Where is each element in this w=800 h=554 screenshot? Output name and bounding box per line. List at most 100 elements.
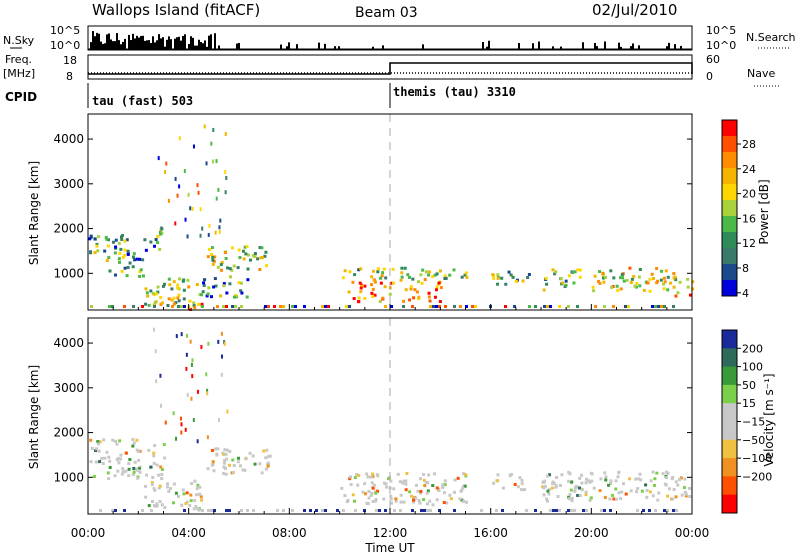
range-cell xyxy=(128,261,132,265)
range-cell xyxy=(369,493,373,497)
nsky-bar xyxy=(140,35,142,49)
range-cell xyxy=(258,462,262,466)
range-cell xyxy=(116,469,120,473)
range-cell xyxy=(427,291,431,295)
range-cell xyxy=(686,285,690,289)
range-cell xyxy=(153,488,157,492)
range-cell xyxy=(672,305,675,308)
range-cell xyxy=(246,278,250,282)
nsky-bar xyxy=(582,42,584,49)
range-cell xyxy=(636,509,639,512)
range-cell xyxy=(137,458,141,462)
range-cell xyxy=(175,436,178,441)
range-cell xyxy=(401,481,405,485)
range-cell xyxy=(232,264,236,268)
range-cell xyxy=(143,238,147,242)
range-cell xyxy=(264,250,268,254)
range-cell xyxy=(105,450,109,454)
range-cell xyxy=(144,248,148,252)
range-cell xyxy=(556,495,560,499)
range-cell xyxy=(206,435,209,440)
range-cell xyxy=(518,476,522,480)
range-cell xyxy=(576,268,580,272)
range-cell xyxy=(461,486,465,490)
range-cell xyxy=(588,498,592,502)
range-cell xyxy=(252,509,255,512)
range-cell xyxy=(598,281,602,285)
range-cell xyxy=(222,284,226,288)
range-cell xyxy=(155,463,159,467)
range-cell xyxy=(220,372,223,377)
range-cell xyxy=(117,461,121,465)
range-cell xyxy=(425,491,429,495)
cpid-segment-2: themis (tau) 3310 xyxy=(393,85,516,99)
nsky-bar xyxy=(184,34,186,49)
range-cell xyxy=(189,339,192,344)
range-cell xyxy=(558,509,561,512)
range-cell xyxy=(180,503,184,507)
range-cell xyxy=(375,509,378,512)
range-cell xyxy=(674,480,678,484)
range-cell xyxy=(389,479,393,483)
range-cell xyxy=(351,280,355,284)
nsky-bar xyxy=(488,40,490,49)
range-cell xyxy=(176,286,180,290)
range-cell xyxy=(390,281,394,285)
range-cell xyxy=(155,379,158,384)
range-cell xyxy=(452,268,456,272)
y-tick-label: 4000 xyxy=(53,336,84,350)
range-cell xyxy=(211,258,215,262)
nsky-bar xyxy=(120,44,122,49)
x-tick-label: 20:00 xyxy=(574,526,609,540)
range-cell xyxy=(152,487,156,491)
range-cell xyxy=(546,489,550,493)
range-cell xyxy=(458,497,462,501)
colorbar-tick-label: 8 xyxy=(742,262,749,275)
range-cell xyxy=(223,448,227,452)
range-cell xyxy=(558,305,561,308)
range-cell xyxy=(253,255,257,259)
range-cell xyxy=(400,266,404,270)
range-cell xyxy=(132,441,136,445)
range-cell xyxy=(89,251,93,255)
range-cell xyxy=(194,493,198,497)
range-cell xyxy=(93,237,97,241)
range-cell xyxy=(629,281,633,285)
range-cell xyxy=(211,159,214,164)
range-cell xyxy=(628,477,632,481)
range-cell xyxy=(154,292,158,296)
colorbar-tick-label: −200 xyxy=(742,470,772,483)
range-cell xyxy=(303,509,306,512)
nsky-bar xyxy=(106,34,108,49)
range-cell xyxy=(203,278,207,282)
range-cell xyxy=(443,274,447,278)
range-cell xyxy=(666,509,669,512)
cpid-segment-1: tau (fast) 503 xyxy=(92,94,193,108)
range-cell xyxy=(577,486,581,490)
range-cell xyxy=(374,498,378,502)
range-cell xyxy=(648,277,652,281)
range-cell xyxy=(88,237,92,241)
range-cell xyxy=(348,477,352,481)
range-cell xyxy=(564,279,568,283)
range-cell xyxy=(406,273,410,277)
range-cell xyxy=(207,232,210,237)
nsky-bar xyxy=(296,44,298,49)
nsky-panel xyxy=(87,25,693,51)
nsky-bar xyxy=(154,42,156,49)
range-cell xyxy=(243,245,247,249)
range-cell xyxy=(153,327,156,332)
range-cell xyxy=(637,275,641,279)
nsky-bar xyxy=(114,41,116,49)
range-cell xyxy=(276,509,279,512)
range-cell xyxy=(357,296,361,300)
range-cell xyxy=(568,493,572,497)
range-cell xyxy=(509,273,513,277)
range-cell xyxy=(480,509,483,512)
range-cell xyxy=(429,305,432,308)
range-cell xyxy=(243,468,247,472)
range-cell xyxy=(552,509,555,512)
range-cell xyxy=(603,495,607,499)
range-cell xyxy=(234,293,238,297)
range-cell xyxy=(404,288,408,292)
